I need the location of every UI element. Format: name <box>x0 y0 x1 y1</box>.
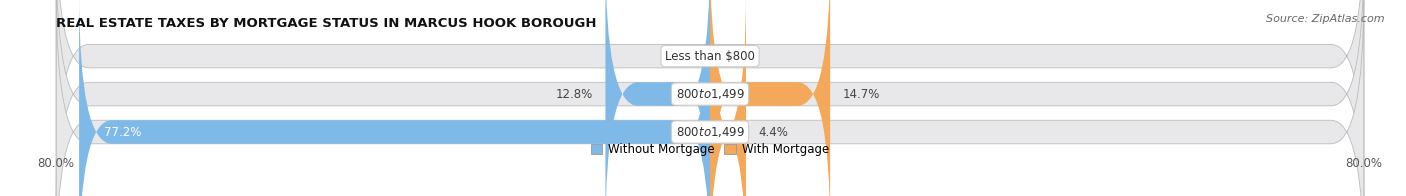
Text: 0.0%: 0.0% <box>668 50 697 63</box>
Text: REAL ESTATE TAXES BY MORTGAGE STATUS IN MARCUS HOOK BOROUGH: REAL ESTATE TAXES BY MORTGAGE STATUS IN … <box>56 17 596 30</box>
FancyBboxPatch shape <box>710 0 747 196</box>
Text: 77.2%: 77.2% <box>104 125 141 139</box>
FancyBboxPatch shape <box>56 0 1364 196</box>
FancyBboxPatch shape <box>56 0 1364 196</box>
FancyBboxPatch shape <box>606 0 710 196</box>
Text: 4.4%: 4.4% <box>758 125 789 139</box>
FancyBboxPatch shape <box>79 0 710 196</box>
Legend: Without Mortgage, With Mortgage: Without Mortgage, With Mortgage <box>586 139 834 161</box>
Text: 14.7%: 14.7% <box>842 88 880 101</box>
Text: 0.0%: 0.0% <box>723 50 752 63</box>
FancyBboxPatch shape <box>710 0 830 196</box>
Text: Source: ZipAtlas.com: Source: ZipAtlas.com <box>1267 14 1385 24</box>
Text: 12.8%: 12.8% <box>555 88 593 101</box>
Text: $800 to $1,499: $800 to $1,499 <box>675 125 745 139</box>
Text: Less than $800: Less than $800 <box>665 50 755 63</box>
FancyBboxPatch shape <box>56 0 1364 196</box>
Text: $800 to $1,499: $800 to $1,499 <box>675 87 745 101</box>
